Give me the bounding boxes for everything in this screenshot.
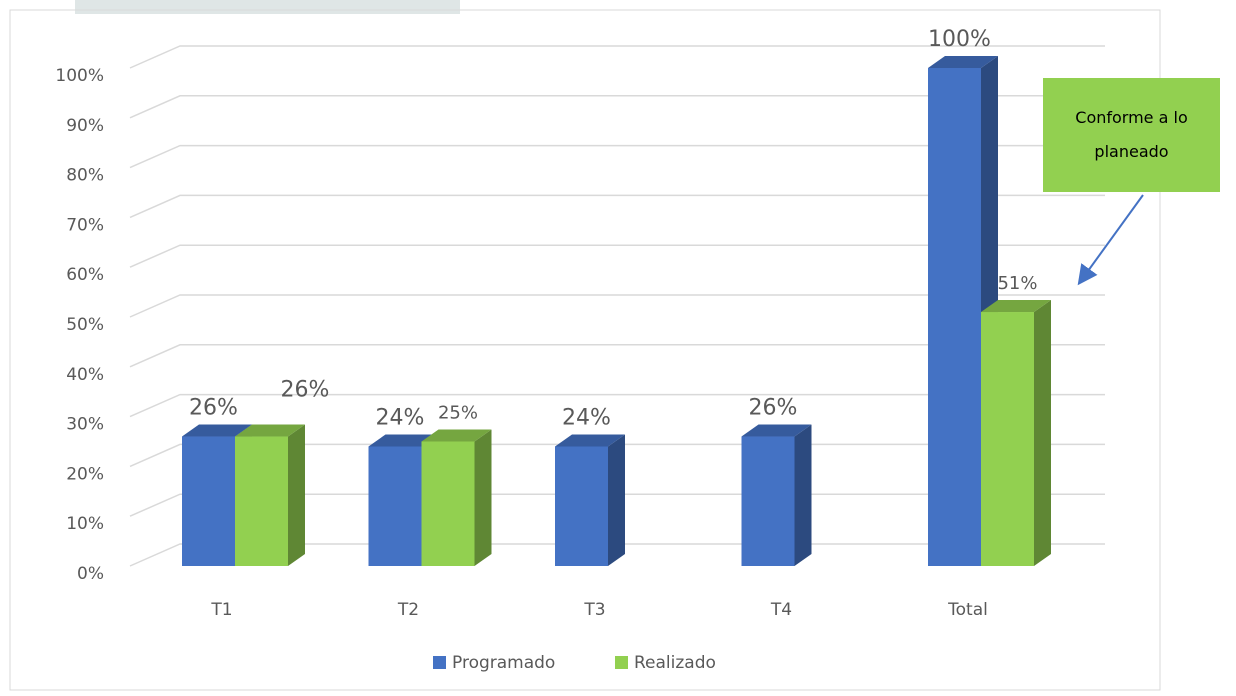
bar-top xyxy=(421,429,492,442)
bar-side xyxy=(608,434,625,566)
bar xyxy=(741,436,795,566)
bar xyxy=(555,446,608,566)
grid-line xyxy=(129,393,1105,418)
y-tick-label: 50% xyxy=(66,315,104,335)
bar-top xyxy=(928,56,998,68)
bar-side xyxy=(288,424,305,566)
data-label: 26% xyxy=(189,396,238,421)
y-tick-label: 30% xyxy=(66,415,104,435)
data-label: 25% xyxy=(438,403,478,424)
legend-swatch xyxy=(433,656,446,669)
y-tick-label: 100% xyxy=(55,66,104,86)
y-tick-label: 40% xyxy=(66,365,104,385)
y-tick-label: 0% xyxy=(77,564,104,584)
data-label: 24% xyxy=(562,405,611,430)
bar-top xyxy=(182,424,252,437)
grid-line xyxy=(129,244,1105,268)
bar xyxy=(182,436,235,566)
bar-top xyxy=(555,434,625,447)
bar xyxy=(928,68,981,566)
grid-line xyxy=(129,194,1105,219)
legend-label: Programado xyxy=(452,653,555,673)
x-tick-label: Total xyxy=(947,600,988,620)
bar-side xyxy=(794,424,812,566)
y-tick-label: 60% xyxy=(66,265,104,285)
grid-line xyxy=(129,294,1105,318)
bar-top xyxy=(368,434,439,447)
x-tick-label: T2 xyxy=(397,600,419,620)
y-tick-label: 70% xyxy=(66,215,104,235)
bar-top xyxy=(741,424,812,437)
chart-border xyxy=(9,9,1161,691)
annotation: Conforme a lo planeado xyxy=(1043,78,1220,192)
x-tick-label: T1 xyxy=(210,600,232,620)
data-label: 26% xyxy=(281,378,330,403)
y-tick-label: 20% xyxy=(66,464,104,484)
x-tick-label: T4 xyxy=(770,600,792,620)
y-tick-label: 80% xyxy=(66,166,104,186)
annotation-arrow xyxy=(1077,194,1144,286)
bar-side xyxy=(1034,300,1051,566)
data-label: 100% xyxy=(928,27,991,52)
background-shape xyxy=(75,0,460,14)
bar xyxy=(235,436,288,566)
bar-side xyxy=(474,429,492,566)
bar-top xyxy=(235,424,305,437)
grid-line xyxy=(129,45,1105,69)
y-tick-label: 10% xyxy=(66,514,104,534)
legend-label: Realizado xyxy=(634,653,716,673)
data-label: 24% xyxy=(376,405,425,430)
data-label: 51% xyxy=(997,273,1037,294)
bar xyxy=(981,312,1034,566)
grid-line xyxy=(129,344,1105,368)
bar-top xyxy=(981,300,1051,313)
bar xyxy=(421,441,475,566)
legend-swatch xyxy=(615,656,628,669)
x-tick-label: T3 xyxy=(583,600,605,620)
grid-line xyxy=(129,144,1105,169)
bar xyxy=(368,446,422,566)
data-label: 26% xyxy=(749,396,798,421)
y-tick-label: 90% xyxy=(66,116,104,136)
grid-line xyxy=(129,95,1105,119)
